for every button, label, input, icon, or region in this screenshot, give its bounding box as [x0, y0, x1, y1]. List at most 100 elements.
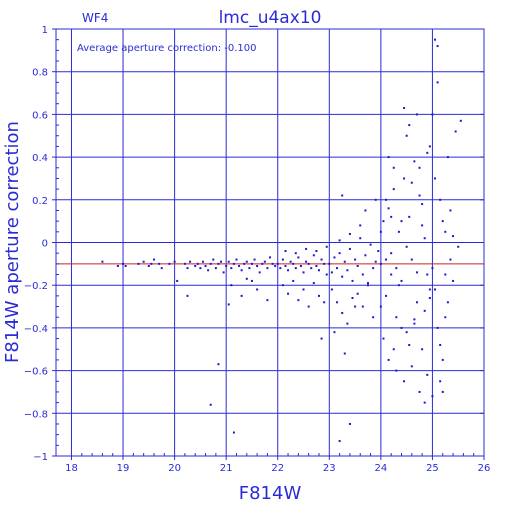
data-point	[454, 130, 457, 133]
data-point	[281, 258, 284, 261]
annotation-text: Average aperture correction: -0.100	[77, 43, 257, 54]
y-tick-label: −0.8	[24, 409, 48, 420]
data-point	[212, 258, 215, 261]
data-point	[240, 269, 243, 272]
data-point	[201, 260, 204, 263]
data-point	[382, 220, 385, 223]
data-point	[413, 318, 416, 321]
data-point	[204, 264, 207, 267]
data-point	[400, 279, 403, 282]
data-point	[387, 156, 390, 159]
data-point	[284, 264, 287, 267]
data-point	[307, 305, 310, 308]
data-point	[423, 401, 426, 404]
x-tick-label: 20	[168, 463, 181, 474]
data-point	[256, 288, 259, 291]
data-point	[392, 348, 395, 351]
data-point	[209, 403, 212, 406]
data-point	[122, 262, 125, 265]
data-point	[436, 45, 439, 48]
data-point	[258, 271, 261, 274]
data-point	[369, 243, 372, 246]
x-tick-label: 23	[323, 463, 336, 474]
data-point	[343, 260, 346, 263]
data-point	[441, 220, 444, 223]
data-point	[142, 260, 145, 263]
data-point	[189, 260, 192, 263]
data-point	[150, 262, 153, 265]
data-point	[338, 239, 341, 242]
data-point	[446, 156, 449, 159]
data-point	[372, 267, 375, 270]
data-point	[227, 303, 230, 306]
data-point	[168, 262, 171, 265]
data-point	[408, 215, 411, 218]
data-point	[230, 267, 233, 270]
data-point	[232, 262, 235, 265]
x-tick-label: 22	[271, 463, 284, 474]
data-point	[431, 267, 434, 270]
data-point	[403, 106, 406, 109]
data-point	[209, 262, 212, 265]
data-point	[101, 260, 104, 263]
data-point	[230, 284, 233, 287]
data-point	[415, 271, 418, 274]
data-point	[160, 267, 163, 270]
data-point	[348, 247, 351, 250]
data-point	[312, 254, 315, 257]
data-point	[245, 260, 248, 263]
data-point	[328, 262, 331, 265]
data-point	[452, 235, 455, 238]
data-point	[449, 258, 452, 261]
data-point	[312, 282, 315, 285]
data-point	[207, 269, 210, 272]
chart-title: lmc_u4ax10	[219, 8, 322, 28]
data-point	[297, 256, 300, 259]
data-point	[415, 113, 418, 116]
data-point	[310, 267, 313, 270]
data-point	[199, 267, 202, 270]
data-point	[214, 267, 217, 270]
data-point	[297, 299, 300, 302]
data-point	[323, 262, 326, 265]
y-tick-label: −1	[33, 452, 48, 463]
data-point	[410, 181, 413, 184]
data-point	[325, 245, 328, 248]
data-point	[217, 363, 220, 366]
data-point	[372, 316, 375, 319]
data-point	[307, 262, 310, 265]
data-point	[287, 292, 290, 295]
data-point	[408, 124, 411, 127]
data-point	[449, 209, 452, 212]
data-point	[410, 258, 413, 261]
data-point	[421, 348, 424, 351]
data-point	[186, 267, 189, 270]
data-point	[346, 322, 349, 325]
data-point	[390, 252, 393, 255]
data-point	[385, 258, 388, 261]
data-point	[336, 267, 339, 270]
data-point	[428, 297, 431, 300]
x-tick-label: 19	[117, 463, 130, 474]
data-point	[387, 358, 390, 361]
data-point	[333, 256, 336, 259]
data-point	[405, 331, 408, 334]
data-point	[276, 262, 279, 265]
data-point	[256, 264, 259, 267]
data-point	[325, 273, 328, 276]
data-point	[452, 279, 455, 282]
x-tick-label: 26	[478, 463, 491, 474]
data-point	[348, 422, 351, 425]
data-point	[379, 262, 382, 265]
data-point	[413, 322, 416, 325]
data-point	[320, 258, 323, 261]
data-point	[222, 271, 225, 274]
data-point	[421, 203, 424, 206]
data-point	[338, 440, 341, 443]
data-point	[457, 245, 460, 248]
data-points	[101, 38, 462, 443]
data-point	[245, 277, 248, 280]
data-point	[158, 262, 161, 265]
data-point	[294, 252, 297, 255]
